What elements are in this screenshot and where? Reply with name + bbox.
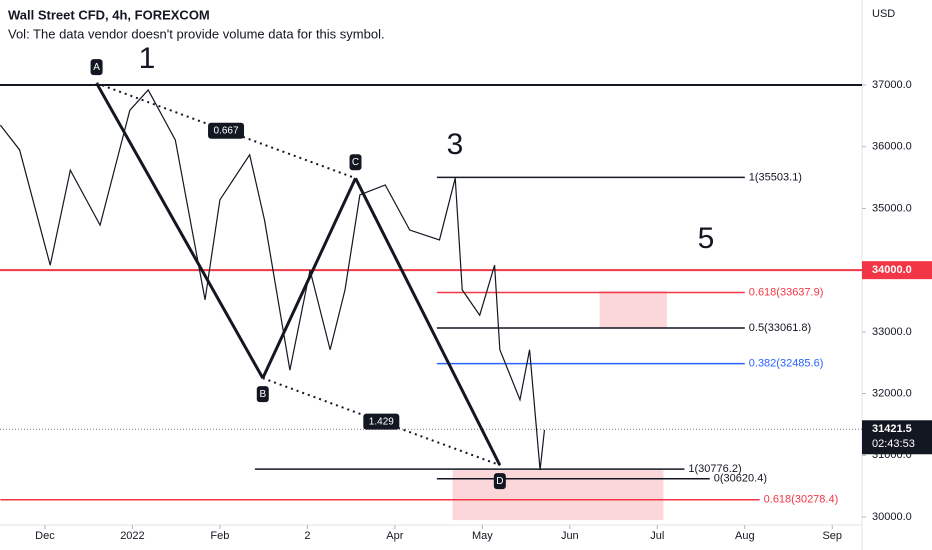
y-tick-label: 36000.0 — [872, 141, 912, 153]
current-price-badge — [862, 420, 932, 455]
x-tick-label: 2 — [304, 530, 310, 542]
y-tick-label: 32000.0 — [872, 387, 912, 399]
pattern-line — [95, 82, 265, 379]
fib-level-label: 0.618(30278.4) — [764, 494, 839, 506]
pattern-line — [354, 177, 502, 466]
x-tick-label: Jul — [650, 530, 664, 542]
y-tick-label: 35000.0 — [872, 202, 912, 214]
price-line — [0, 88, 546, 471]
x-tick-label: Aug — [735, 530, 755, 542]
y-tick-label: 37000.0 — [872, 79, 912, 91]
fib-level-label: 0.5(33061.8) — [749, 322, 811, 334]
x-tick-label: Dec — [35, 530, 55, 542]
zone — [452, 470, 664, 521]
pattern-point-label: B — [259, 389, 266, 400]
y-axis-label: USD — [872, 8, 895, 20]
fib-level-label: 1(35503.1) — [749, 171, 802, 183]
zone — [599, 291, 667, 329]
fib-level-label: 1(30776.2) — [688, 463, 741, 475]
price-badge — [862, 261, 932, 280]
ratio-label: 1.429 — [369, 416, 394, 427]
pattern-point — [493, 473, 506, 490]
fib-level-label: 0.618(33637.9) — [749, 286, 824, 298]
pattern-point-label: D — [496, 476, 503, 487]
y-tick-label: 30000.0 — [872, 511, 912, 523]
pattern-point — [349, 154, 362, 171]
y-tick-label: 33000.0 — [872, 326, 912, 338]
pattern-line — [261, 177, 357, 379]
ratio-label: 0.667 — [214, 125, 239, 136]
current-price-label: 31421.5 — [872, 423, 912, 435]
wave-label: 1 — [139, 42, 156, 75]
wave-label: 5 — [698, 222, 715, 255]
pattern-point — [90, 59, 103, 76]
fib-level-label: 0.382(32485.6) — [749, 358, 824, 370]
pattern-dotted-line — [96, 82, 356, 180]
x-tick-label: Feb — [210, 530, 229, 542]
x-tick-label: Sep — [822, 530, 842, 542]
x-tick-label: Apr — [386, 530, 403, 542]
price-badge-label: 34000.0 — [872, 264, 912, 276]
fib-level-label: 0(30620.4) — [714, 473, 767, 485]
chart-title: Wall Street CFD, 4h, FOREXCOM — [8, 7, 210, 22]
chart-subtitle: Vol: The data vendor doesn't provide vol… — [8, 26, 385, 41]
x-tick-label: May — [472, 530, 493, 542]
wave-label: 3 — [447, 128, 464, 161]
x-tick-label: 2022 — [120, 530, 144, 542]
x-tick-label: Jun — [561, 530, 579, 542]
ratio-badge — [208, 122, 245, 139]
ratio-badge — [363, 413, 400, 430]
countdown-label: 02:43:53 — [872, 438, 915, 450]
pattern-point-label: C — [352, 157, 359, 168]
pattern-point — [256, 386, 269, 403]
pattern-point-label: A — [93, 62, 100, 73]
